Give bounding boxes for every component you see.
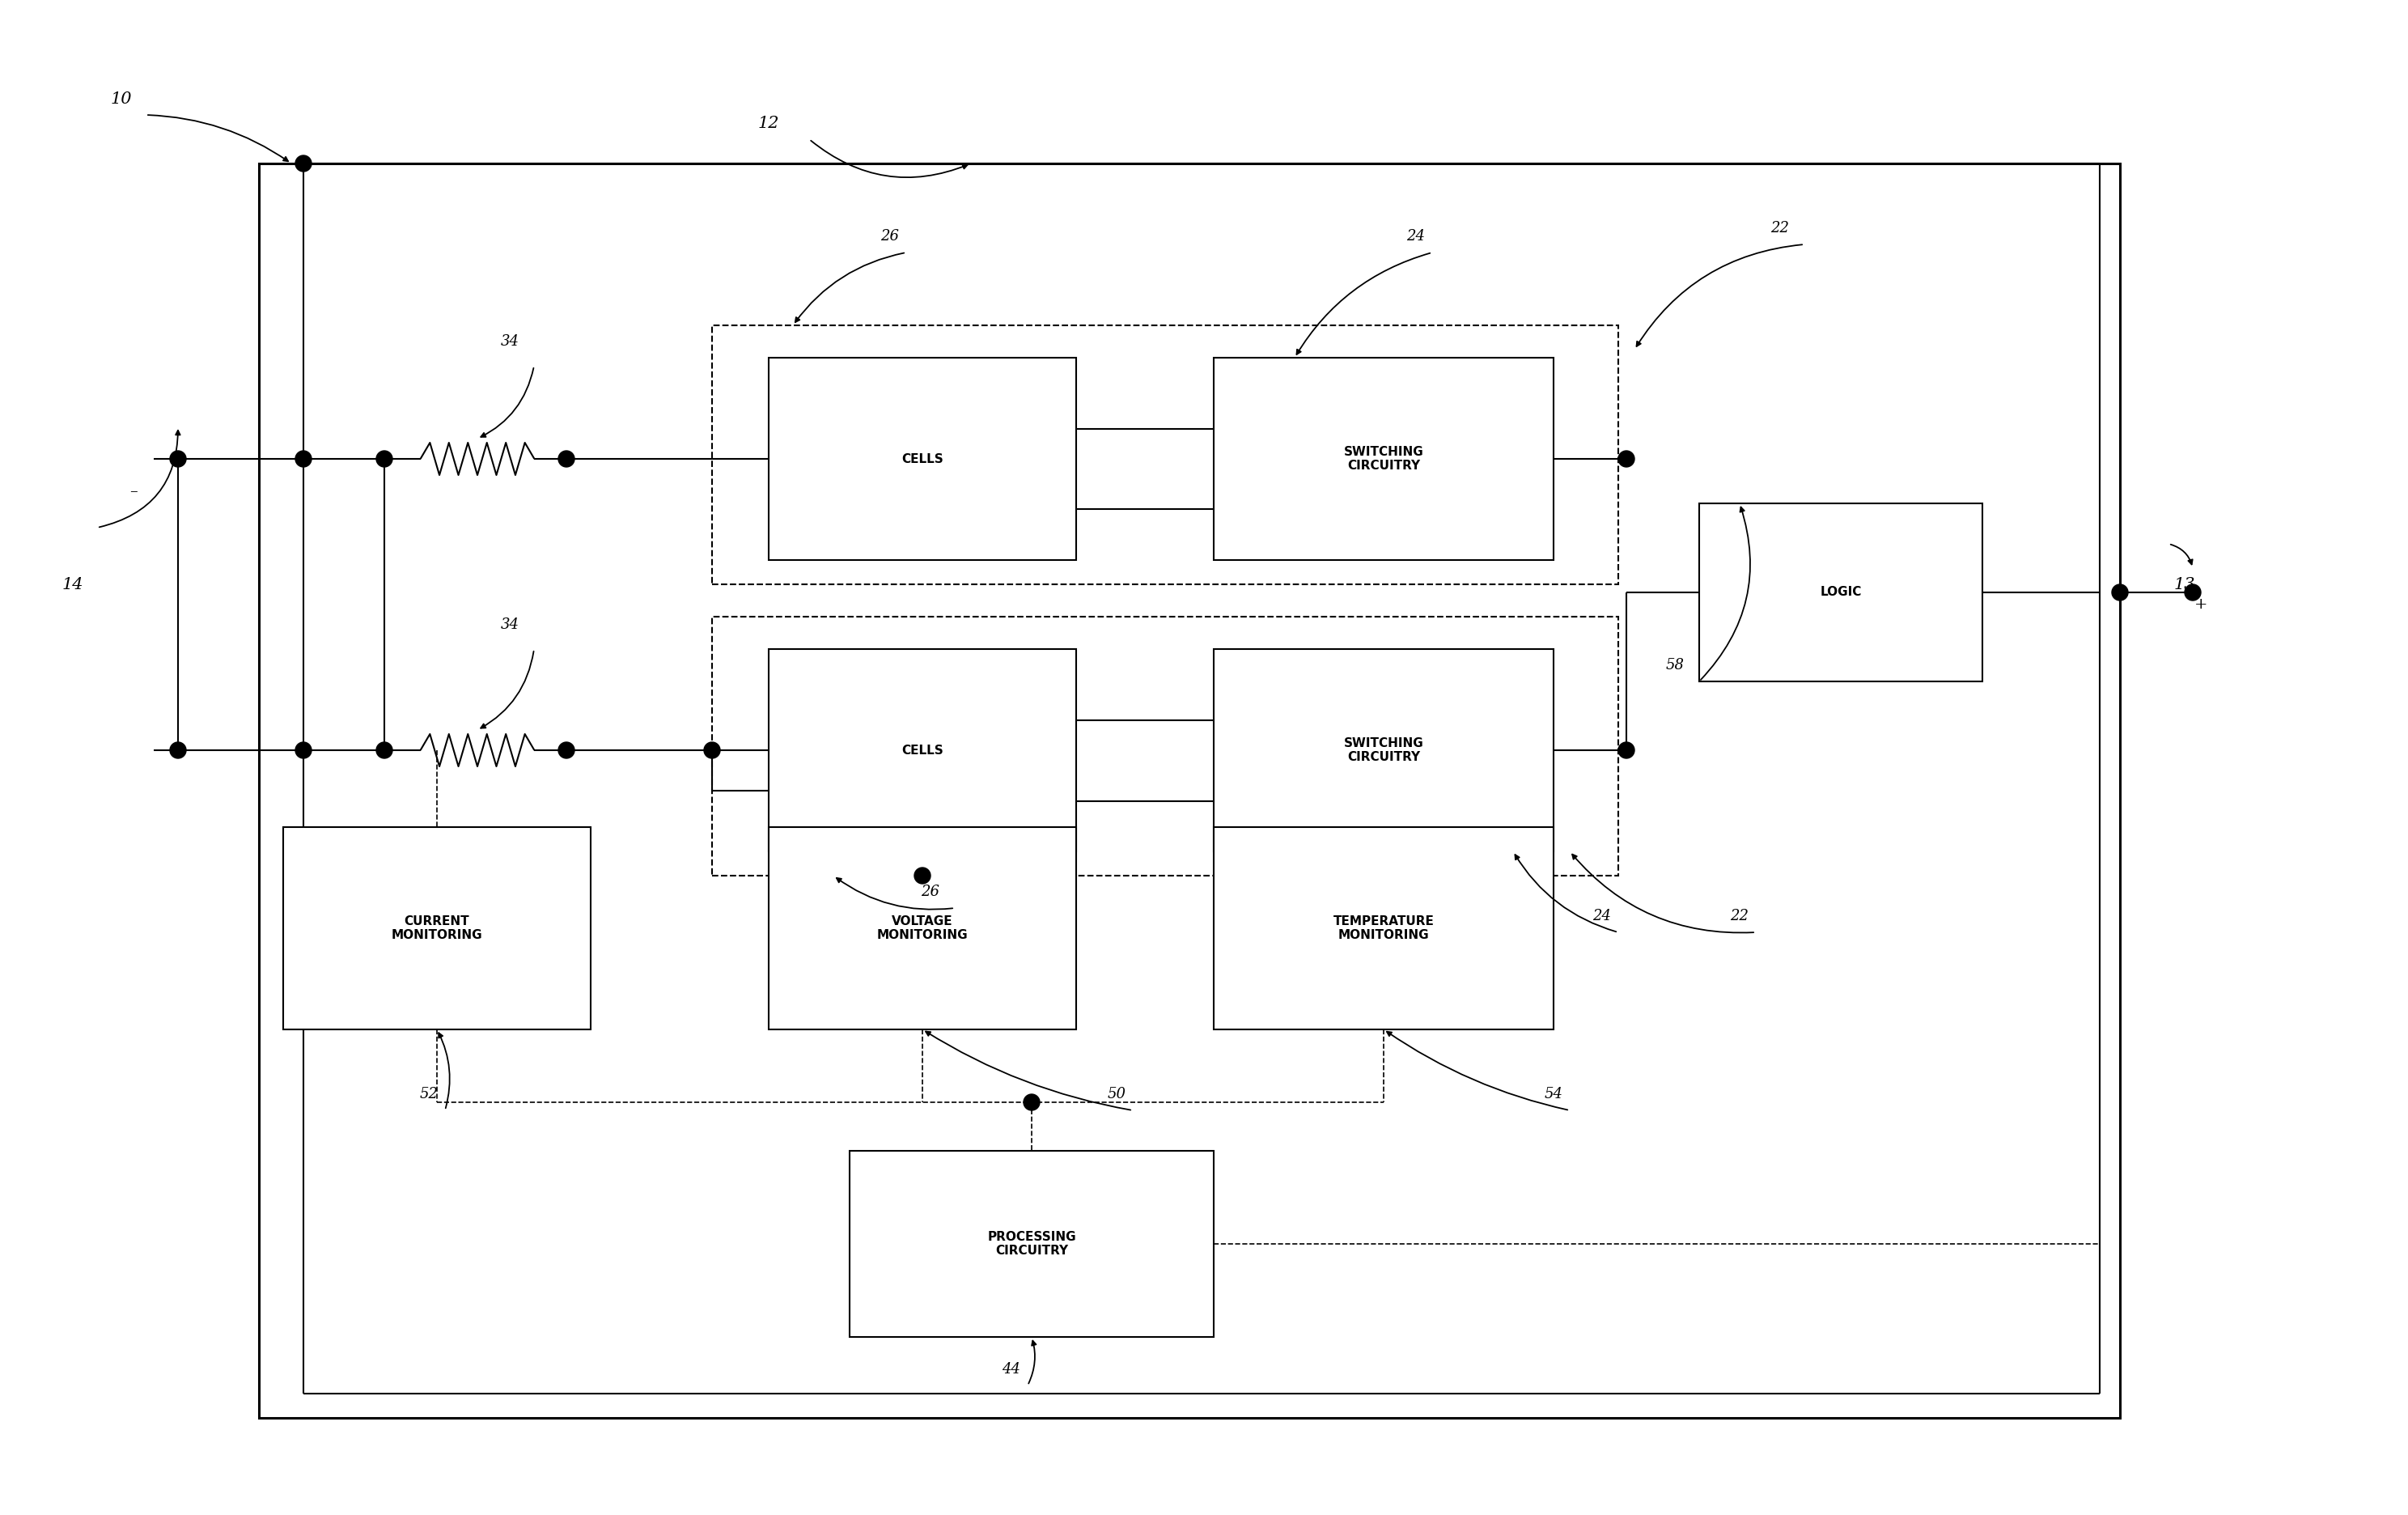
Text: 26: 26 [922,885,939,898]
Text: 22: 22 [1731,909,1748,924]
Text: 10: 10 [111,91,132,106]
Circle shape [2112,585,2129,600]
Text: SWITCHING
CIRCUITRY: SWITCHING CIRCUITRY [1344,738,1423,764]
FancyBboxPatch shape [768,827,1076,1029]
Text: CELLS: CELLS [901,744,944,756]
Circle shape [171,451,185,467]
FancyBboxPatch shape [1700,503,1982,682]
FancyBboxPatch shape [284,827,590,1029]
Circle shape [296,742,311,759]
Text: 34: 34 [501,335,520,348]
Text: TEMPERATURE
MONITORING: TEMPERATURE MONITORING [1334,915,1435,941]
Text: 54: 54 [1544,1086,1563,1101]
Text: 52: 52 [419,1086,438,1101]
FancyBboxPatch shape [768,648,1076,851]
Text: 50: 50 [1108,1086,1127,1101]
Circle shape [376,742,393,759]
Text: VOLTAGE
MONITORING: VOLTAGE MONITORING [877,915,968,941]
Circle shape [296,451,311,467]
Text: 44: 44 [1002,1362,1021,1377]
Text: SWITCHING
CIRCUITRY: SWITCHING CIRCUITRY [1344,445,1423,473]
FancyBboxPatch shape [1214,648,1553,851]
Text: 26: 26 [881,229,898,244]
Circle shape [2184,585,2201,600]
Text: 12: 12 [759,115,780,130]
Text: 22: 22 [1770,221,1789,235]
Circle shape [1023,1094,1040,1110]
Text: PROCESSING
CIRCUITRY: PROCESSING CIRCUITRY [987,1230,1076,1257]
Circle shape [703,742,720,759]
Circle shape [1618,451,1635,467]
Text: 34: 34 [501,618,520,632]
Text: LOGIC: LOGIC [1820,586,1861,598]
Circle shape [296,156,311,171]
Text: +: + [2194,597,2208,612]
Circle shape [376,451,393,467]
Circle shape [559,742,576,759]
FancyBboxPatch shape [1214,358,1553,561]
Text: CELLS: CELLS [901,453,944,465]
Circle shape [915,868,929,883]
Text: 24: 24 [1592,909,1611,924]
Circle shape [1618,742,1635,759]
FancyBboxPatch shape [850,1151,1214,1336]
Text: –: – [130,483,137,498]
Text: 13: 13 [2174,577,2196,592]
Text: 24: 24 [1406,229,1426,244]
FancyBboxPatch shape [768,358,1076,561]
Circle shape [171,742,185,759]
Text: CURRENT
MONITORING: CURRENT MONITORING [393,915,482,941]
Text: 14: 14 [63,577,84,592]
Circle shape [559,451,576,467]
FancyBboxPatch shape [260,164,2119,1418]
FancyBboxPatch shape [1214,827,1553,1029]
Text: 58: 58 [1666,658,1683,673]
